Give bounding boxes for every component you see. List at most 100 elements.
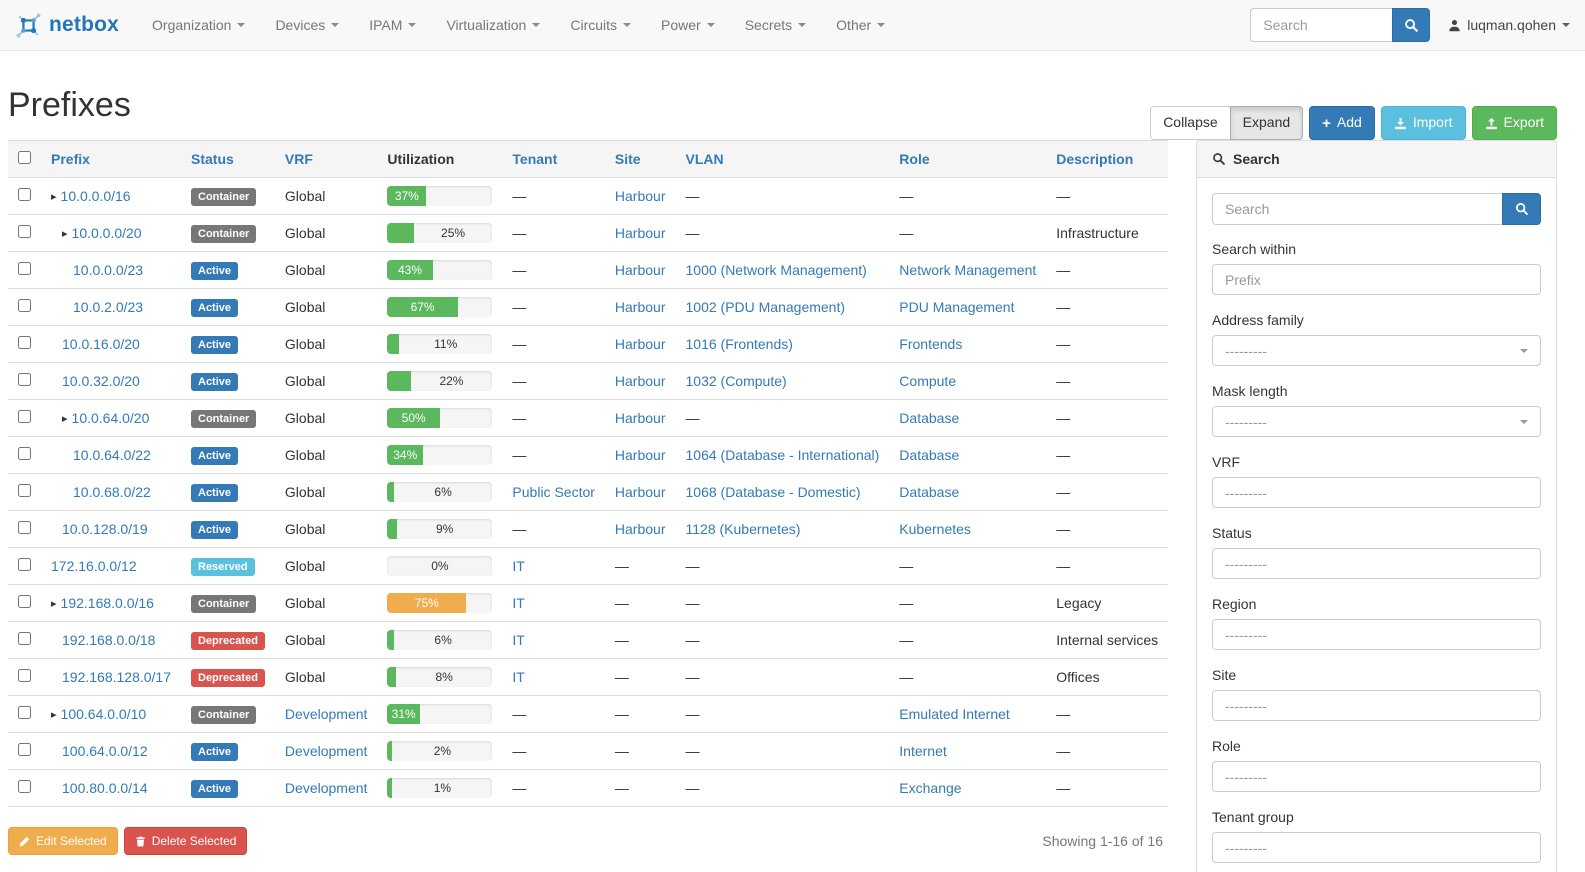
site-link[interactable]: Harbour: [614, 262, 666, 279]
column-header-vlan[interactable]: VLAN: [685, 151, 724, 168]
prefix-link[interactable]: 100.64.0.0/10: [60, 706, 147, 723]
site-link[interactable]: Harbour: [614, 225, 666, 242]
column-header-prefix[interactable]: Prefix: [51, 151, 90, 168]
nav-menu-item-circuits[interactable]: Circuits: [555, 0, 646, 50]
prefix-link[interactable]: 10.0.0.0/16: [60, 188, 131, 205]
row-checkbox[interactable]: [18, 373, 31, 387]
row-checkbox[interactable]: [18, 595, 31, 609]
column-header-vrf[interactable]: VRF: [284, 151, 313, 168]
netbox-logo[interactable]: netbox: [15, 12, 119, 39]
role-link[interactable]: Database: [899, 410, 960, 427]
collapse-button[interactable]: Collapse: [1150, 106, 1231, 140]
vlan-link[interactable]: 1068 (Database - Domestic): [685, 484, 861, 501]
vrf-link[interactable]: Development: [284, 780, 368, 797]
role-link[interactable]: Network Management: [899, 262, 1037, 279]
prefix-link[interactable]: 100.64.0.0/12: [62, 743, 148, 760]
row-checkbox[interactable]: [18, 706, 31, 720]
prefix-link[interactable]: 172.16.0.0/12: [51, 558, 137, 575]
site-link[interactable]: Harbour: [614, 188, 666, 205]
add-button[interactable]: + Add: [1309, 106, 1375, 140]
tenant-link[interactable]: Public Sector: [512, 484, 595, 501]
site-link[interactable]: Harbour: [614, 484, 666, 501]
nav-menu-item-ipam[interactable]: IPAM: [354, 0, 431, 50]
site-link[interactable]: Harbour: [614, 410, 666, 427]
nav-menu-item-power[interactable]: Power: [646, 0, 730, 50]
status-select[interactable]: ---------: [1212, 548, 1541, 580]
site-link[interactable]: Harbour: [614, 373, 666, 390]
export-button[interactable]: Export: [1471, 106, 1557, 140]
row-checkbox[interactable]: [18, 484, 31, 498]
vrf-select[interactable]: ---------: [1212, 477, 1541, 509]
vlan-link[interactable]: 1002 (PDU Management): [685, 299, 846, 316]
row-checkbox[interactable]: [18, 188, 31, 202]
role-link[interactable]: Frontends: [899, 336, 963, 353]
prefix-link[interactable]: 192.168.0.0/18: [62, 632, 156, 649]
vlan-link[interactable]: 1016 (Frontends): [685, 336, 793, 353]
region-select[interactable]: ---------: [1212, 619, 1541, 651]
vrf-link[interactable]: Development: [284, 743, 368, 760]
row-checkbox[interactable]: [18, 410, 31, 424]
role-link[interactable]: Database: [899, 447, 960, 464]
row-checkbox[interactable]: [18, 669, 31, 683]
prefix-link[interactable]: 10.0.0.0/20: [71, 225, 142, 242]
nav-menu-item-virtualization[interactable]: Virtualization: [431, 0, 555, 50]
import-button[interactable]: Import: [1380, 106, 1466, 140]
row-checkbox[interactable]: [18, 225, 31, 239]
user-menu[interactable]: luqman.qohen: [1448, 17, 1570, 33]
site-link[interactable]: Harbour: [614, 521, 666, 538]
row-checkbox[interactable]: [18, 336, 31, 350]
row-checkbox[interactable]: [18, 558, 31, 572]
vrf-link[interactable]: Development: [284, 706, 368, 723]
site-link[interactable]: Harbour: [614, 299, 666, 316]
nav-menu-item-devices[interactable]: Devices: [260, 0, 354, 50]
tenant-group-select[interactable]: ---------: [1212, 832, 1541, 864]
prefix-link[interactable]: 10.0.68.0/22: [73, 484, 151, 501]
row-checkbox[interactable]: [18, 299, 31, 313]
role-link[interactable]: Exchange: [899, 780, 962, 797]
prefix-link[interactable]: 10.0.0.0/23: [73, 262, 144, 279]
vlan-link[interactable]: 1000 (Network Management): [685, 262, 867, 279]
delete-selected-button[interactable]: Delete Selected: [123, 827, 248, 856]
vlan-link[interactable]: 1128 (Kubernetes): [685, 521, 801, 538]
role-link[interactable]: Database: [899, 484, 960, 501]
column-header-site[interactable]: Site: [614, 151, 641, 168]
prefix-link[interactable]: 10.0.32.0/20: [62, 373, 140, 390]
prefix-link[interactable]: 10.0.128.0/19: [62, 521, 148, 538]
column-header-description[interactable]: Description: [1056, 151, 1134, 168]
edit-selected-button[interactable]: Edit Selected: [8, 827, 118, 856]
address-family-select[interactable]: ---------: [1212, 335, 1541, 367]
navbar-search-button[interactable]: [1392, 8, 1431, 42]
sidebar-search-button[interactable]: [1502, 193, 1541, 226]
nav-menu-item-other[interactable]: Other: [821, 0, 900, 50]
role-link[interactable]: Internet: [899, 743, 947, 760]
role-link[interactable]: PDU Management: [899, 299, 1015, 316]
tenant-link[interactable]: IT: [512, 669, 525, 686]
column-header-role[interactable]: Role: [899, 151, 930, 168]
role-link[interactable]: Compute: [899, 373, 957, 390]
expand-button[interactable]: Expand: [1229, 106, 1304, 140]
vlan-link[interactable]: 1032 (Compute): [685, 373, 787, 390]
prefix-link[interactable]: 100.80.0.0/14: [62, 780, 148, 797]
row-checkbox[interactable]: [18, 262, 31, 276]
role-link[interactable]: Kubernetes: [899, 521, 971, 538]
column-header-status[interactable]: Status: [191, 151, 234, 168]
nav-menu-item-secrets[interactable]: Secrets: [730, 0, 821, 50]
vlan-link[interactable]: 1064 (Database - International): [685, 447, 880, 464]
tenant-link[interactable]: IT: [512, 595, 525, 612]
prefix-link[interactable]: 10.0.64.0/20: [71, 410, 150, 427]
row-checkbox[interactable]: [18, 521, 31, 535]
role-link[interactable]: Emulated Internet: [899, 706, 1010, 723]
mask-length-select[interactable]: ---------: [1212, 406, 1541, 438]
select-all-checkbox[interactable]: [18, 151, 31, 165]
nav-menu-item-organization[interactable]: Organization: [137, 0, 260, 50]
search-within-input[interactable]: [1212, 264, 1541, 296]
row-checkbox[interactable]: [18, 447, 31, 461]
row-checkbox[interactable]: [18, 780, 31, 794]
prefix-link[interactable]: 10.0.16.0/20: [62, 336, 140, 353]
site-link[interactable]: Harbour: [614, 336, 666, 353]
sidebar-search-input[interactable]: [1212, 193, 1502, 226]
prefix-link[interactable]: 10.0.64.0/22: [73, 447, 151, 464]
prefix-link[interactable]: 192.168.128.0/17: [62, 669, 171, 686]
column-header-tenant[interactable]: Tenant: [512, 151, 558, 168]
tenant-link[interactable]: IT: [512, 558, 525, 575]
